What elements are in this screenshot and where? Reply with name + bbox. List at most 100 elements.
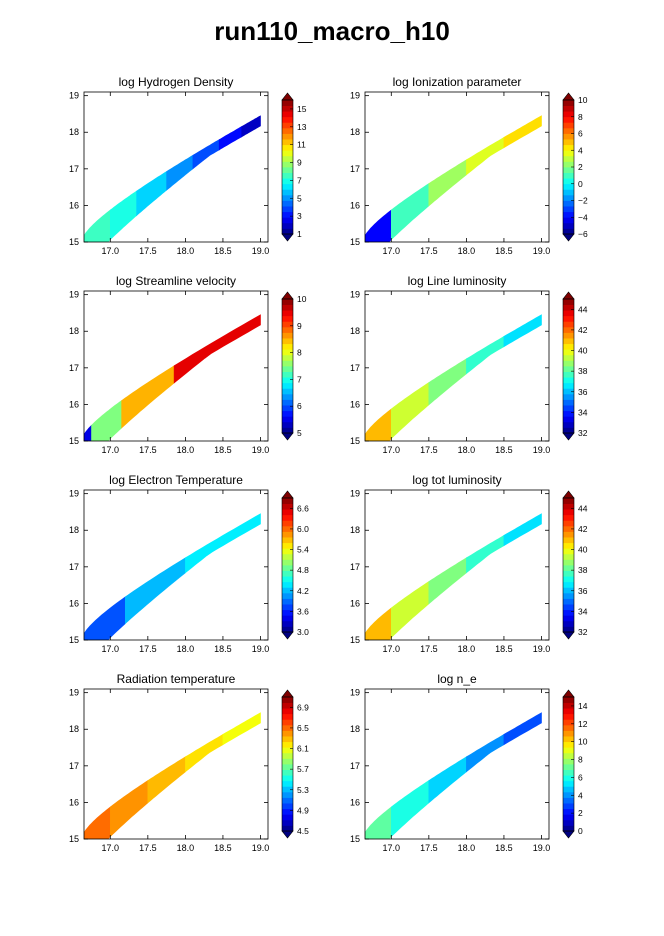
colorbar-step — [563, 503, 574, 510]
x-tick-label: 18.0 — [177, 843, 195, 853]
panel-title: log Line luminosity — [408, 274, 507, 288]
x-tick-label: 18.0 — [458, 445, 476, 455]
band-segment — [466, 534, 505, 574]
band-segment — [503, 314, 542, 348]
colorbar-step — [282, 183, 293, 190]
colorbar-tick-label: 42 — [578, 325, 588, 335]
colorbar-step — [563, 565, 574, 571]
colorbar-top-arrow — [562, 291, 575, 300]
colorbar-tick-label: 36 — [578, 387, 588, 397]
x-tick-label: 18.0 — [458, 644, 476, 654]
y-tick-label: 17 — [69, 761, 79, 771]
y-tick-label: 17 — [350, 562, 360, 572]
colorbar-step — [282, 531, 293, 538]
colorbar-tick-label: 9 — [297, 158, 302, 168]
colorbar-step — [563, 354, 574, 361]
x-tick-label: 18.0 — [177, 644, 195, 654]
x-tick-label: 18.5 — [214, 644, 232, 654]
colorbar-tick-label: 6.6 — [297, 503, 309, 513]
x-tick-label: 18.0 — [177, 445, 195, 455]
colorbar-step — [282, 349, 293, 356]
colorbar-step — [282, 587, 293, 594]
panel-3: log Line luminosity 17.0 17.5 18.0 18.5 19.0 1… — [350, 274, 588, 455]
y-tick-label: 17 — [69, 164, 79, 174]
colorbar-step — [282, 122, 293, 129]
colorbar-step — [282, 427, 293, 434]
colorbar-step — [563, 724, 574, 731]
y-tick-label: 18 — [69, 127, 79, 137]
colorbar-step — [563, 542, 574, 549]
data-region — [365, 513, 542, 640]
x-tick-label: 19.0 — [252, 843, 270, 853]
x-tick-label: 19.0 — [252, 644, 270, 654]
colorbar-step — [282, 133, 293, 140]
colorbar-step — [563, 139, 574, 146]
colorbar-tick-label: 6.9 — [297, 702, 309, 712]
colorbar-tick-label: 4.2 — [297, 586, 309, 596]
plot-frame — [364, 489, 550, 641]
band-segment — [428, 756, 467, 804]
colorbar-step — [282, 382, 293, 389]
colorbar-step — [563, 217, 574, 224]
colorbar-step — [563, 343, 574, 350]
plot-frame — [364, 290, 550, 442]
x-tick-label: 17.0 — [102, 644, 120, 654]
colorbar-step — [563, 178, 574, 185]
colorbar-step — [563, 741, 574, 748]
colorbar-step — [282, 814, 293, 821]
colorbar-bottom-arrow — [562, 233, 575, 242]
panel-2: log Streamline velocity 17.0 17.5 18.0 18.5 1… — [69, 274, 307, 455]
x-tick-label: 18.5 — [214, 445, 232, 455]
colorbar-step — [282, 304, 293, 311]
x-tick-label: 18.0 — [458, 843, 476, 853]
y-tick-label: 16 — [350, 797, 360, 807]
colorbar-tick-label: 8 — [578, 755, 583, 765]
colorbar-tick-label: 1 — [297, 229, 302, 239]
data-region — [365, 314, 542, 441]
plot-frame — [83, 91, 269, 243]
colorbar-step — [282, 388, 293, 395]
colorbar-step — [563, 326, 574, 333]
y-tick-label: 17 — [69, 562, 79, 572]
band-segment — [241, 115, 261, 138]
colorbar-step — [563, 371, 574, 378]
colorbar-step — [282, 105, 293, 112]
data-region — [84, 712, 261, 839]
colorbar-step — [563, 321, 574, 328]
band-segment — [466, 335, 505, 375]
colorbar-tick-label: 2 — [578, 162, 583, 172]
colorbar-step — [563, 747, 574, 754]
colorbar-step — [563, 161, 574, 168]
colorbar-tick-label: 11 — [297, 140, 306, 150]
colorbar-tick-label: 7 — [297, 175, 302, 185]
colorbar-bottom-arrow — [281, 233, 294, 242]
colorbar-step — [563, 211, 574, 218]
x-tick-label: 17.0 — [383, 445, 401, 455]
colorbar-step — [563, 410, 574, 417]
plot-frame — [83, 489, 269, 641]
x-tick-label: 17.5 — [139, 644, 157, 654]
colorbar-step — [282, 326, 293, 333]
y-tick-label: 15 — [350, 237, 360, 247]
colorbar-tick-label: 38 — [578, 565, 588, 575]
colorbar-step — [563, 570, 574, 577]
colorbar-tick-label: 34 — [578, 407, 588, 417]
x-tick-label: 17.5 — [420, 644, 438, 654]
colorbar-tick-label: 10 — [578, 95, 588, 105]
colorbar-tick-label: 5.7 — [297, 764, 309, 774]
colorbar-step — [563, 537, 574, 544]
figure-title: run110_macro_h10 — [214, 16, 450, 46]
colorbar-step — [563, 548, 574, 555]
x-tick-label: 17.0 — [383, 843, 401, 853]
colorbar-tick-label: −2 — [578, 196, 588, 206]
plot-frame — [83, 290, 269, 442]
colorbar-step — [563, 127, 574, 134]
colorbar-tick-label: −4 — [578, 212, 588, 222]
colorbar-tick-label: 5.4 — [297, 545, 309, 555]
x-tick-label: 19.0 — [533, 445, 551, 455]
x-tick-label: 19.0 — [533, 246, 551, 256]
panel-title: log Electron Temperature — [109, 473, 243, 487]
colorbar-tick-label: 3.6 — [297, 606, 309, 616]
colorbar-step — [282, 791, 293, 798]
colorbar-step — [282, 797, 293, 804]
